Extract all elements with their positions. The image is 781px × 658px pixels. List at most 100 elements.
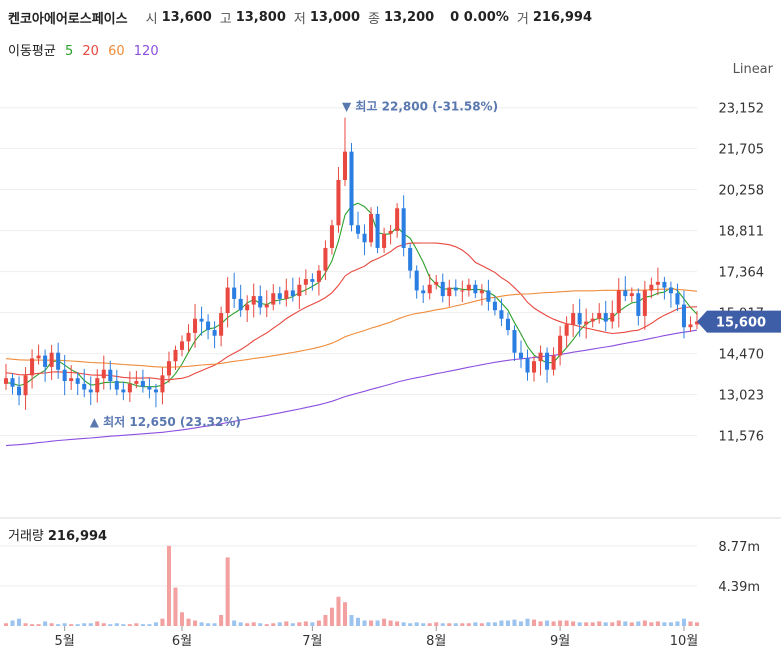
candle-body <box>571 313 576 325</box>
ma120-legend[interactable]: 120 <box>133 44 159 59</box>
candle-body <box>629 293 634 297</box>
candle-body <box>505 318 510 331</box>
candle-body <box>160 375 165 393</box>
volume-label: 거 <box>516 11 529 27</box>
volume-bar <box>610 622 615 626</box>
volume-bar <box>225 557 230 626</box>
volume-bar <box>558 620 563 626</box>
volume-bar <box>10 620 15 626</box>
volume-bar <box>297 622 302 626</box>
volume-bar <box>681 618 686 626</box>
time-tick-label: 8월 <box>426 634 446 649</box>
volume-bar <box>492 622 497 626</box>
open-value: 13,600 <box>161 9 212 25</box>
volume-bar <box>160 618 165 626</box>
volume-bar <box>362 620 367 626</box>
grid-lines <box>0 107 781 587</box>
volume-bar <box>193 620 198 626</box>
price-axis: 23,15221,70520,25818,81117,36415,91714,4… <box>719 102 765 445</box>
current-price-label: 15,600 <box>716 316 766 331</box>
candle-body <box>642 290 647 316</box>
candle-body <box>545 352 550 370</box>
volume-bar <box>688 621 693 626</box>
price-tick-label: 11,576 <box>719 430 765 445</box>
candle-body <box>584 321 589 325</box>
volume-bar <box>245 623 250 626</box>
price-tick-label: 20,258 <box>719 184 765 199</box>
candle-body <box>277 293 282 299</box>
candle-body <box>538 352 543 362</box>
volume-bar <box>616 620 621 626</box>
candle-body <box>342 151 348 180</box>
candle-body <box>36 355 41 359</box>
volume-bar <box>310 622 315 626</box>
volume-bar <box>597 621 602 626</box>
candle-body <box>284 290 289 299</box>
volume-bar <box>114 623 119 626</box>
candle-body <box>75 378 80 384</box>
volume-bar <box>336 596 341 626</box>
volume-title-value: 216,994 <box>47 529 108 544</box>
scale-mode-label[interactable]: Linear <box>733 62 774 77</box>
candle-body <box>421 290 426 294</box>
candle-body <box>10 378 15 387</box>
candle-body <box>199 318 204 322</box>
stock-name: 켄코아에어로스페이스 <box>8 11 128 27</box>
volume-bar <box>69 624 74 626</box>
volume-bar <box>349 615 354 626</box>
candle-body <box>43 355 48 367</box>
ma20-line <box>5 242 698 381</box>
volume-bar <box>355 617 361 626</box>
candle-body <box>590 318 595 322</box>
ma60-legend[interactable]: 60 <box>108 44 125 59</box>
volume-bar <box>199 622 204 626</box>
volume-bar <box>655 621 660 626</box>
candle-body <box>49 352 54 367</box>
candle-body <box>466 284 471 291</box>
volume-bar <box>642 620 647 626</box>
current-price-badge-shape <box>697 310 781 333</box>
volume-bars <box>3 545 700 626</box>
candle-body <box>388 230 393 234</box>
open-label: 시 <box>145 11 158 27</box>
volume-bar <box>219 615 224 626</box>
candle-body <box>95 378 100 393</box>
ma60-line <box>5 288 698 368</box>
moving-average-legend[interactable]: 이동평균 5 20 60 120 <box>8 40 164 59</box>
candle-body <box>179 341 185 350</box>
volume-bar <box>43 621 48 626</box>
volume-bar <box>486 622 491 626</box>
candle-body <box>329 225 334 248</box>
candle-body <box>258 296 263 308</box>
candle-body <box>193 318 198 333</box>
candle-body <box>114 381 119 390</box>
volume-bar <box>284 621 289 626</box>
candle-body <box>153 389 158 393</box>
time-tick-label: 7월 <box>302 634 322 649</box>
volume-bar <box>551 621 556 626</box>
low-label: 저 <box>293 11 306 27</box>
candle-body <box>82 383 87 390</box>
candle-body <box>499 310 504 319</box>
volume-axis: 8.77m 4.39m <box>718 540 760 595</box>
volume-bar <box>623 621 628 626</box>
volume-bar <box>342 602 348 626</box>
ma5-legend[interactable]: 5 <box>64 44 74 59</box>
candle-body <box>206 321 211 331</box>
change-value: 0 0.00% <box>450 9 509 25</box>
candle-body <box>597 313 602 319</box>
volume-bar <box>140 624 145 626</box>
candle-body <box>336 179 341 226</box>
candle-body <box>453 287 458 291</box>
ma20-legend[interactable]: 20 <box>82 44 99 59</box>
candle-body <box>219 313 224 336</box>
volume-bar <box>577 622 582 626</box>
volume-bar <box>434 622 439 626</box>
volume-bar <box>121 624 126 626</box>
volume-bar <box>30 624 35 626</box>
candle-body <box>173 349 178 362</box>
volume-bar <box>584 622 589 626</box>
candle-body <box>101 369 106 379</box>
candle-body <box>675 293 680 305</box>
